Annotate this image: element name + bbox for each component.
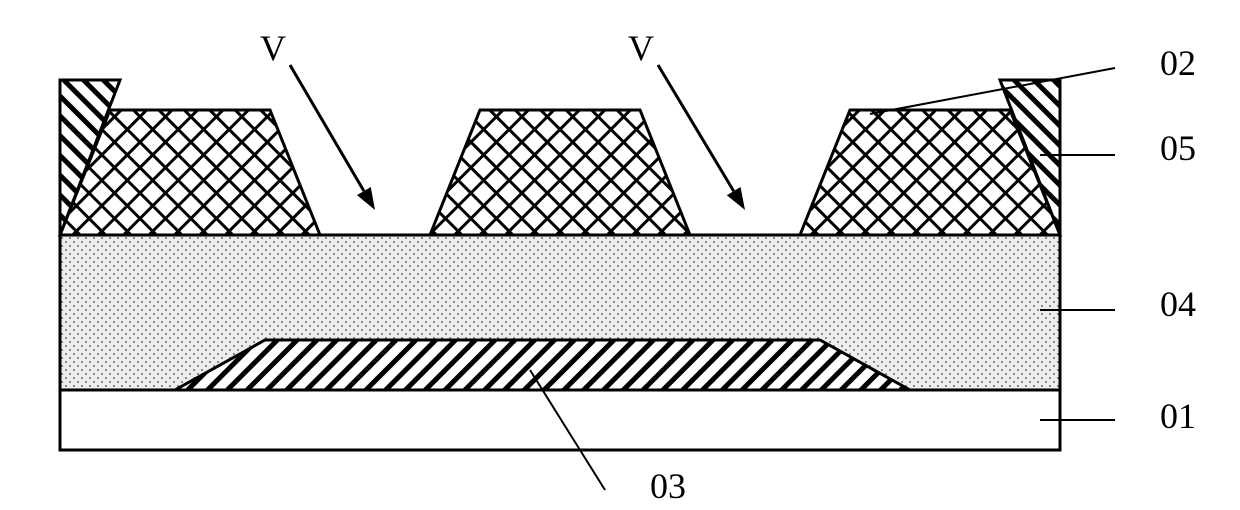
label-03: 03 xyxy=(650,466,686,506)
label-02: 02 xyxy=(1160,43,1196,83)
v-arrow-1-shaft xyxy=(658,65,734,191)
label-v-left: V xyxy=(260,28,286,68)
label-01: 01 xyxy=(1160,396,1196,436)
label-02-leader xyxy=(870,68,1115,114)
v-arrow-0-shaft xyxy=(290,65,364,191)
label-v-right: V xyxy=(628,28,654,68)
diagram-canvas: V V 02 05 04 01 03 xyxy=(0,0,1240,510)
v-arrow-1-head xyxy=(727,187,745,210)
layer-01-substrate xyxy=(60,390,1060,450)
label-05: 05 xyxy=(1160,128,1196,168)
v-arrow-0-head xyxy=(357,187,375,210)
layer-02-trapezoid-1 xyxy=(430,110,690,235)
label-04: 04 xyxy=(1160,284,1196,324)
layer-03-gate xyxy=(175,340,910,390)
